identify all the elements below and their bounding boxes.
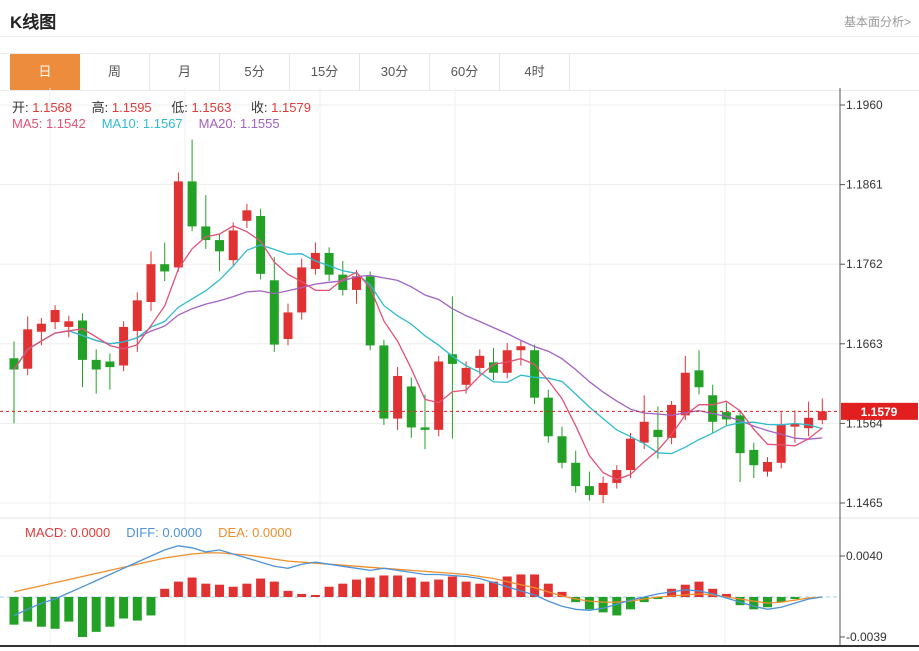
macd-tick-label: 0.0040 [846, 549, 883, 563]
tab-30分[interactable]: 30分 [360, 54, 430, 90]
price-tick-label: 1.1861 [846, 178, 883, 192]
macd-legend-item-2: DEA: 0.0000 [218, 525, 292, 540]
ohlc-readout: 开: 1.1568 高: 1.1595 低: 1.1563 收: 1.1579 [12, 97, 327, 116]
ma10-line [13, 244, 823, 455]
price-tick-label: 1.1960 [846, 98, 883, 112]
grid-lines: 1.1960 1.1861 1.1762 1.1663 1.1564 1.1465 0.00… [0, 88, 919, 645]
open-value: 1.1568 [32, 100, 73, 115]
macd-legend: MACD: 0.0000 DIFF: 0.0000 DEA: 0.0000 [25, 525, 308, 540]
tab-60分[interactable]: 60分 [430, 54, 500, 90]
tab-15分[interactable]: 15分 [290, 54, 360, 90]
fundamental-analysis-link[interactable]: 基本面分析> [843, 15, 911, 29]
ma20-line [13, 274, 823, 440]
macd-legend-item-1: DIFF: 0.0000 [126, 525, 203, 540]
page-header: K线图 基本面分析> [0, 0, 919, 37]
price-tick-label: 1.1564 [846, 416, 883, 430]
macd-legend-item-0: MACD: 0.0000 [25, 525, 111, 540]
price-tick-label: 1.1465 [846, 496, 883, 510]
diff-line [13, 545, 823, 617]
close-label: 收: [250, 100, 268, 115]
page-title: K线图 [10, 13, 57, 32]
high-label: 高: [91, 100, 109, 115]
tab-日[interactable]: 日 [10, 54, 80, 90]
ma-legend-item-1: MA10: 1.1567 [101, 116, 183, 131]
open-label: 开: [12, 100, 29, 115]
macd-histogram [9, 574, 800, 637]
ma-legend: MA5: 1.1542 MA10: 1.1567 MA20: 1.1555 [12, 116, 296, 131]
low-value: 1.1563 [191, 100, 232, 115]
current-price-badge-text: 1.1579 [861, 405, 898, 419]
ma-legend-item-2: MA20: 1.1555 [198, 116, 280, 131]
interval-tabbar: 日周月 5分 15分 30分 60分 4时 [0, 53, 919, 91]
current-price-badge: 1.1579 [841, 402, 918, 420]
macd-tick-label: -0.0039 [846, 630, 887, 644]
ma-legend-item-0: MA5: 1.1542 [12, 116, 86, 131]
close-value: 1.1579 [271, 100, 311, 115]
candles [9, 139, 827, 503]
ma5-line [13, 225, 823, 481]
tab-周[interactable]: 周 [80, 54, 150, 90]
low-label: 低: [171, 100, 188, 115]
tab-5分[interactable]: 5分 [220, 54, 290, 90]
tab-月[interactable]: 月 [150, 54, 220, 90]
dea-line [13, 552, 823, 604]
price-tick-label: 1.1762 [846, 257, 883, 271]
tab-4时[interactable]: 4时 [500, 54, 570, 90]
high-value: 1.1595 [111, 100, 152, 115]
price-tick-label: 1.1663 [846, 337, 883, 351]
